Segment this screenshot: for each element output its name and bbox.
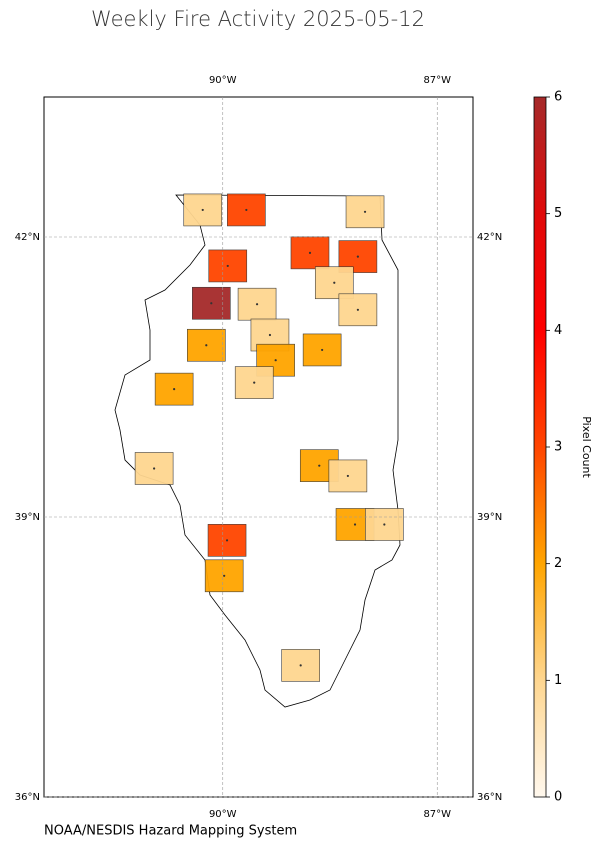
fire-point bbox=[225, 539, 229, 542]
colorbar-tick-label: 0 bbox=[554, 790, 562, 805]
fire-point bbox=[321, 348, 324, 352]
fire-point bbox=[223, 574, 226, 577]
fire-point bbox=[383, 523, 386, 526]
map-frame bbox=[43, 96, 474, 798]
x-tick-label: 87°W bbox=[423, 809, 451, 820]
y-tick-label: 36°N bbox=[477, 792, 502, 803]
fire-point bbox=[333, 281, 336, 284]
colorbar-tick-label: 3 bbox=[554, 440, 562, 455]
colorbar-tick-label: 1 bbox=[554, 673, 562, 688]
colorbar-label: Pixel Count bbox=[580, 416, 593, 478]
fire-point bbox=[173, 388, 176, 391]
fire-point bbox=[201, 208, 204, 212]
colorbar-tick-label: 6 bbox=[554, 90, 562, 105]
fire-county bbox=[314, 266, 354, 300]
fire-point bbox=[299, 664, 302, 667]
y-tick-label: 39°N bbox=[477, 512, 502, 523]
y-tick-label: 42°N bbox=[477, 232, 502, 243]
fire-point bbox=[363, 210, 367, 213]
fire-point bbox=[274, 359, 277, 362]
fire-point bbox=[353, 523, 357, 526]
fire-point bbox=[205, 344, 208, 347]
fire-point bbox=[255, 303, 259, 306]
fire-point bbox=[346, 474, 349, 478]
colorbar-tick-label: 2 bbox=[554, 556, 562, 571]
fire-point bbox=[226, 264, 229, 268]
x-tick-label: 90°W bbox=[209, 809, 237, 820]
fire-point bbox=[356, 308, 359, 311]
colorbar-tick-label: 5 bbox=[554, 206, 562, 221]
fire-point bbox=[253, 381, 256, 384]
y-tick-label: 36°N bbox=[15, 792, 40, 803]
y-tick-label: 42°N bbox=[15, 232, 40, 243]
fire-point bbox=[245, 208, 248, 212]
fire-point bbox=[356, 255, 359, 258]
fire-point bbox=[268, 333, 272, 337]
chart-title: Weekly Fire Activity 2025-05-12 bbox=[91, 7, 425, 31]
x-tick-label: 87°W bbox=[423, 75, 451, 86]
y-tick-label: 39°N bbox=[15, 512, 40, 523]
fire-point bbox=[308, 251, 312, 254]
source-note: NOAA/NESDIS Hazard Mapping System bbox=[44, 824, 297, 839]
fire-county bbox=[237, 287, 277, 321]
colorbar bbox=[533, 96, 547, 798]
fire-point bbox=[210, 302, 213, 305]
x-tick-label: 90°W bbox=[209, 75, 237, 86]
fire-point bbox=[318, 464, 321, 467]
colorbar-tick-label: 4 bbox=[554, 323, 562, 338]
fire-point bbox=[153, 467, 156, 470]
